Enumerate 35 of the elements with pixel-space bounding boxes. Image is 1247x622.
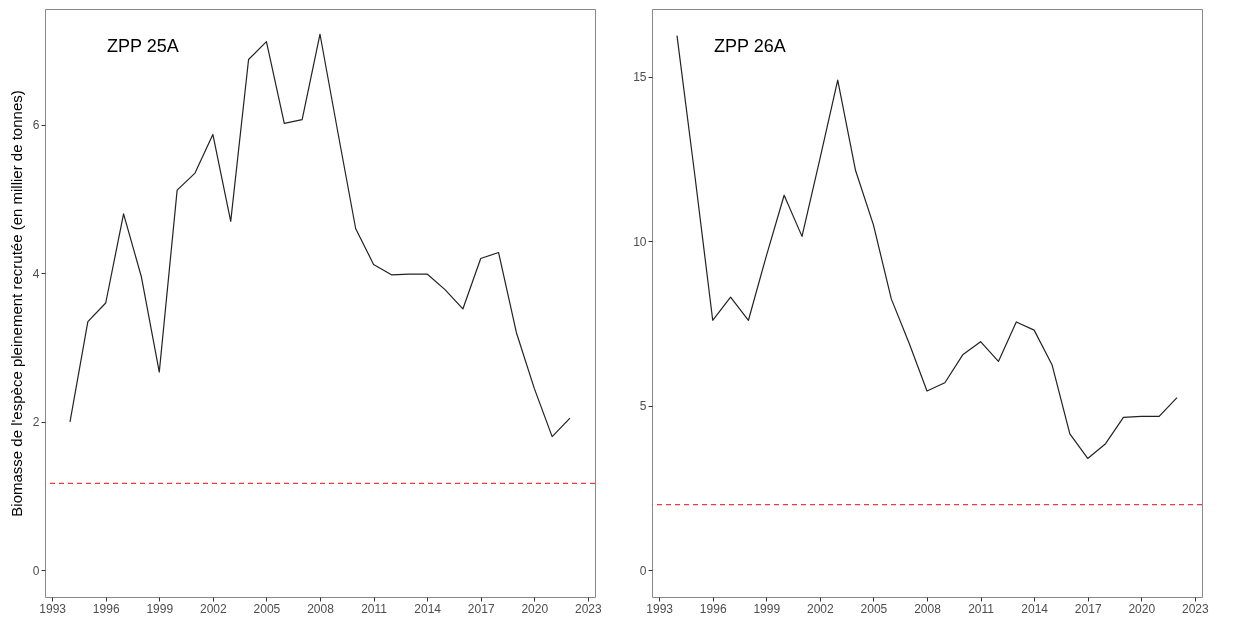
y-tick-label: 4	[32, 266, 40, 281]
annotation: ZPP 25A	[107, 36, 179, 56]
x-tick-label: 1996	[699, 601, 727, 616]
x-tick-label: 2005	[253, 601, 281, 616]
y-axis-title: Biomasse de l'espèce pleinement recrutée (en millier de tonnes)	[7, 90, 25, 517]
x-tick-label: 2008	[914, 601, 942, 616]
line-series	[69, 33, 571, 438]
x-tick-label: 2020	[521, 601, 549, 616]
y-tick-label: 15	[633, 70, 647, 85]
x-tick-label: 2011	[361, 601, 388, 616]
x-tick-label: 2020	[1128, 601, 1156, 616]
x-tick-label: 1993	[646, 601, 674, 616]
x-tick-label: 2005	[860, 601, 888, 616]
x-tick-label: 2014	[414, 601, 442, 616]
y-tick-label: 6	[32, 118, 40, 133]
x-tick-label: 2002	[200, 601, 228, 616]
x-tick-label: 1993	[39, 601, 67, 616]
x-tick-label: 2023	[575, 601, 603, 616]
y-tick-label: 0	[32, 563, 40, 578]
y-tick-label: 5	[639, 399, 647, 414]
line-series	[676, 35, 1178, 460]
x-tick-label: 1996	[92, 601, 120, 616]
x-tick-label: 2011	[968, 601, 995, 616]
x-tick-label: 2008	[307, 601, 335, 616]
x-tick-label: 2023	[1182, 601, 1210, 616]
y-tick-label: 0	[639, 563, 647, 578]
x-tick-label: 2002	[807, 601, 835, 616]
x-tick-label: 1999	[753, 601, 781, 616]
x-tick-label: 1999	[146, 601, 174, 616]
annotation: ZPP 26A	[714, 36, 786, 56]
y-tick-label: 10	[633, 234, 647, 249]
x-tick-label: 2017	[1074, 601, 1102, 616]
x-tick-label: 2017	[467, 601, 495, 616]
x-tick-label: 2014	[1021, 601, 1049, 616]
y-tick-label: 2	[32, 415, 40, 430]
